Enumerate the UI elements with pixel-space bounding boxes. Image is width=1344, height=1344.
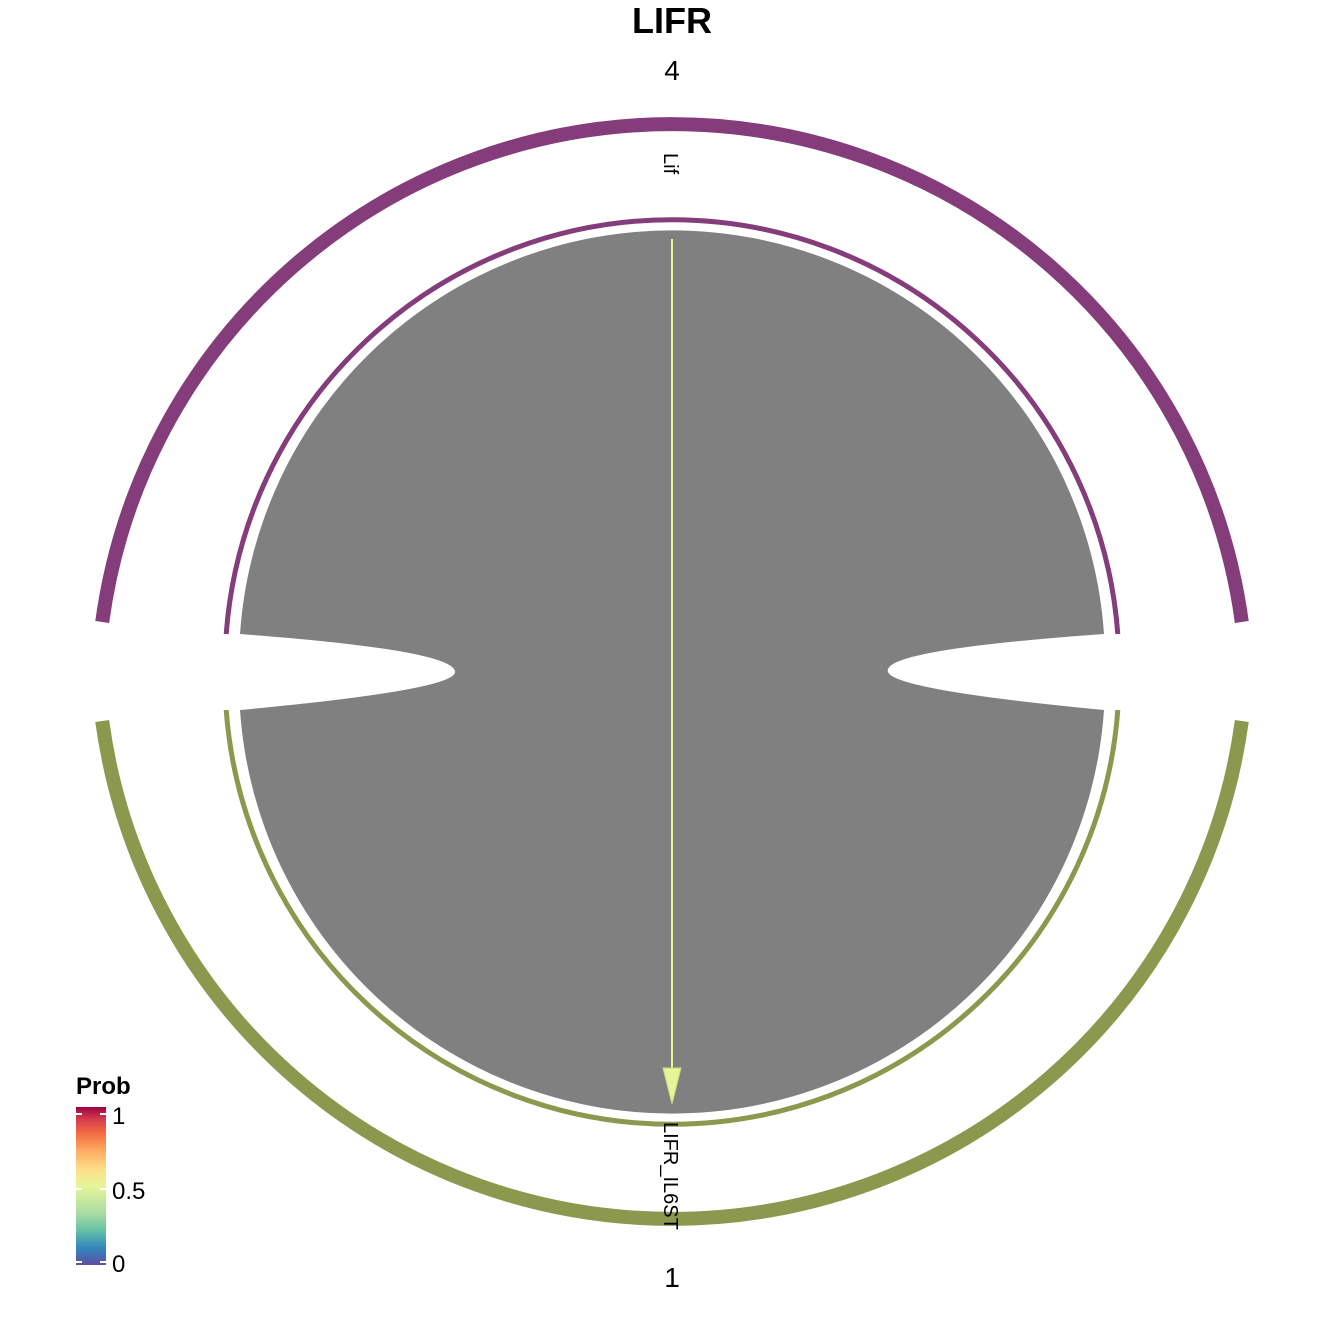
sector-label-lif: Lif — [659, 153, 681, 175]
inner-arc-lifr-il6st — [223, 709, 1121, 1127]
legend-tick-1: 1 — [112, 1103, 125, 1130]
group-label-top: 4 — [664, 55, 680, 86]
legend-tick-0: 0 — [112, 1251, 125, 1278]
inner-arc-lif — [223, 217, 1121, 635]
prob-legend: Prob 1 0.5 0 — [76, 1073, 145, 1278]
legend-tick-0-5: 0.5 — [112, 1178, 145, 1205]
link-arrowhead — [662, 1067, 682, 1105]
outer-arc-group-1 — [95, 720, 1249, 1226]
legend-title: Prob — [76, 1073, 131, 1100]
chart-title: LIFR — [632, 0, 712, 41]
outer-arc-group-4 — [95, 117, 1249, 623]
group-label-bottom: 1 — [664, 1262, 680, 1293]
legend-colorbar — [76, 1107, 106, 1265]
sector-label-lifr-il6st: LIFR_IL6ST — [659, 1122, 681, 1230]
